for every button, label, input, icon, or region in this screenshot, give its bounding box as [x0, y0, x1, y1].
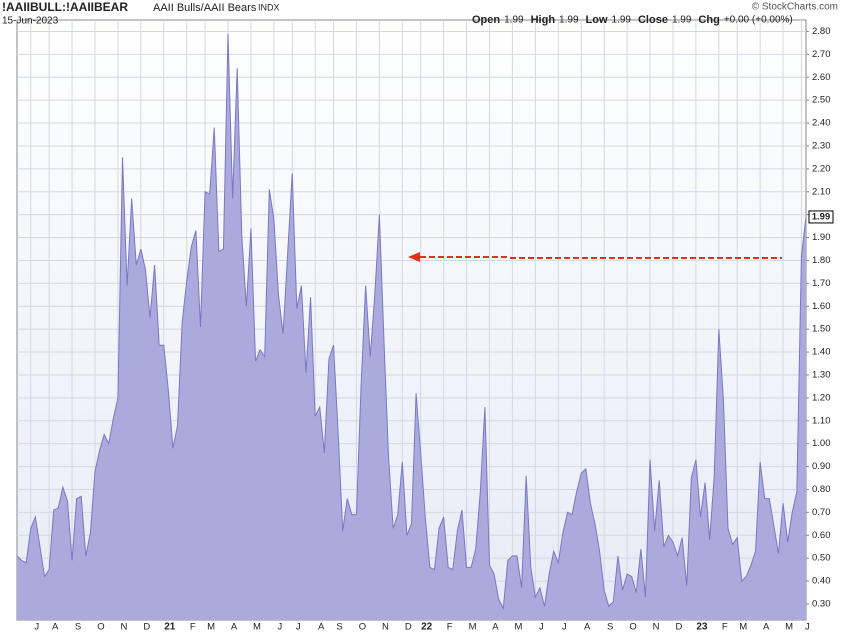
quote-label: Open	[472, 14, 500, 26]
x-tick-label: A	[318, 622, 325, 633]
y-tick-label: 0.40	[812, 576, 831, 587]
quote-value: +0.00 (+0.00%)	[724, 15, 793, 26]
area-fill	[17, 33, 806, 621]
y-tick-label: 1.30	[812, 369, 831, 380]
x-tick-label: M	[514, 622, 522, 633]
x-tick-label: F	[447, 622, 453, 633]
x-tick-label: M	[469, 622, 477, 633]
x-tick-label: M	[785, 622, 793, 633]
y-tick-label: 0.30	[812, 598, 831, 609]
y-tick-label: 1.20	[812, 392, 831, 403]
x-tick-label: A	[52, 622, 59, 633]
x-tick-label: N	[382, 622, 389, 633]
x-tick-label: F	[722, 622, 728, 633]
x-tick-label: J	[539, 622, 544, 633]
y-tick-label: 2.50	[812, 95, 831, 106]
x-tick-label: D	[143, 622, 150, 633]
y-tick-label: 1.50	[812, 324, 831, 335]
quote-value: 1.99	[504, 15, 524, 26]
y-tick-label: 1.80	[812, 255, 831, 266]
x-tick-label: M	[739, 622, 747, 633]
copyright: © StockCharts.com	[752, 2, 838, 13]
x-tick-label: J	[296, 622, 301, 633]
x-tick-label: J	[34, 622, 39, 633]
quote-label: Chg	[698, 14, 719, 26]
x-tick-label: 23	[696, 622, 708, 633]
y-tick-label: 2.60	[812, 72, 831, 83]
x-tick-label: O	[359, 622, 366, 633]
x-tick-label: 21	[164, 622, 176, 633]
x-tick-label: N	[653, 622, 660, 633]
quote-label: Low	[586, 14, 608, 26]
y-tick-label: 0.80	[812, 484, 831, 495]
quote-value: 1.99	[559, 15, 579, 26]
x-tick-label: A	[763, 622, 770, 633]
x-tick-label: A	[492, 622, 499, 633]
last-value-box	[808, 210, 834, 224]
x-tick-label: F	[190, 622, 196, 633]
y-tick-label: 1.90	[812, 232, 831, 243]
x-tick-label: J	[562, 622, 567, 633]
x-tick-label: 22	[421, 622, 433, 633]
exchange: INDX	[258, 2, 280, 12]
x-tick-label: A	[584, 622, 591, 633]
y-tick-label: 2.40	[812, 118, 831, 129]
x-tick-label: D	[676, 622, 683, 633]
quote-value: 1.99	[612, 15, 632, 26]
arrow-head	[408, 252, 420, 262]
y-tick-label: 2.10	[812, 186, 831, 197]
x-tick-label: J	[805, 622, 810, 633]
quote-label: Close	[638, 14, 668, 26]
date: 15-Jun-2023	[2, 16, 59, 27]
labels: 0.30 0.40 0.50 0.60 0.70 0.80 0.90 1.00 1.10 1.20…	[34, 26, 834, 633]
y-tick-label: 1.00	[812, 438, 831, 449]
x-tick-label: S	[75, 622, 81, 633]
x-tick-label: S	[607, 622, 613, 633]
y-tick-label: 1.70	[812, 278, 831, 289]
x-tick-label: O	[97, 622, 104, 633]
last-value-label: 1.99	[812, 211, 831, 222]
y-tick-label: 0.70	[812, 507, 831, 518]
subtitle: AAII Bulls/AAII Bears	[153, 2, 257, 14]
x-tick-label: A	[231, 622, 238, 633]
x-tick-label: S	[336, 622, 342, 633]
x-tick-label: J	[278, 622, 283, 633]
y-tick-label: 1.60	[812, 301, 831, 312]
y-tick-label: 2.70	[812, 49, 831, 60]
area-line	[16, 33, 807, 611]
quote-label: High	[531, 14, 556, 26]
symbol: !AAIIBULL:!AAIIBEAR	[2, 0, 128, 14]
y-tick-label: 0.60	[812, 530, 831, 541]
y-tick-label: 1.40	[812, 347, 831, 358]
x-tick-label: M	[253, 622, 261, 633]
annotation-arrow	[408, 252, 782, 262]
quote: Open 1.99 High 1.99 Low 1.99 Close 1.99 Chg +0.00…	[472, 14, 793, 26]
y-tick-label: 0.50	[812, 553, 831, 564]
series	[16, 33, 807, 621]
y-tick-label: 2.30	[812, 140, 831, 151]
x-tick-label: D	[405, 622, 412, 633]
y-tick-label: 1.10	[812, 415, 831, 426]
x-tick-label: N	[120, 622, 127, 633]
x-tick-label: O	[629, 622, 636, 633]
y-tick-label: 2.20	[812, 163, 831, 174]
x-tick-label: M	[207, 622, 215, 633]
y-tick-label: 2.80	[812, 26, 831, 37]
y-tick-label: 0.90	[812, 461, 831, 472]
quote-value: 1.99	[672, 15, 692, 26]
